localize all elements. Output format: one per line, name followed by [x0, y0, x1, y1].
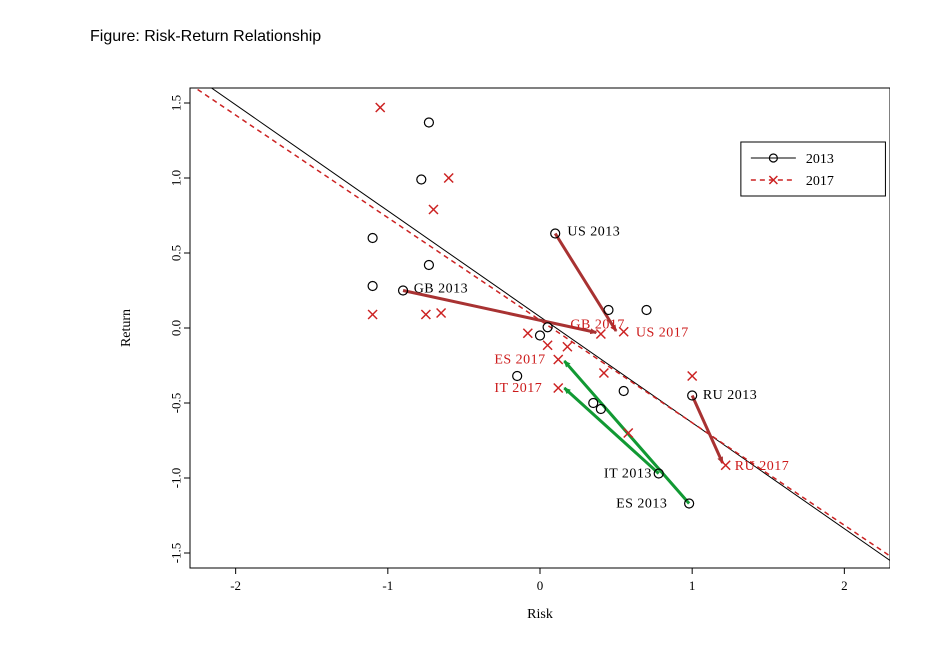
- ann-ru-2017: RU 2017: [735, 459, 789, 474]
- data-point-circle: [424, 118, 433, 127]
- data-point-circle: [536, 331, 545, 340]
- ann-gb-2013: GB 2013: [414, 281, 468, 296]
- y-tick-label: 0.5: [169, 245, 184, 261]
- x-tick-label: 1: [689, 578, 696, 593]
- figure-title: Figure: Risk-Return Relationship: [90, 28, 321, 46]
- data-point-circle: [424, 261, 433, 270]
- y-tick-label: -1.0: [169, 468, 184, 489]
- RU-arrow: [692, 396, 722, 464]
- svg-text:0.5: 0.5: [169, 245, 184, 261]
- y-tick-label: 0.0: [169, 320, 184, 336]
- data-point-circle: [604, 306, 613, 315]
- svg-text:Return: Return: [119, 309, 134, 347]
- y-tick-label: 1.0: [169, 170, 184, 186]
- ann-us-2013: US 2013: [567, 224, 620, 239]
- ann-it-2017: IT 2017: [494, 381, 542, 396]
- data-point-circle: [513, 372, 522, 381]
- svg-text:-1.0: -1.0: [169, 468, 184, 489]
- ann-gb-2017: GB 2017: [570, 317, 624, 332]
- x-axis-title: Risk: [527, 607, 553, 622]
- ann-es-2017: ES 2017: [494, 353, 545, 368]
- data-point-circle: [642, 306, 651, 315]
- svg-text:-0.5: -0.5: [169, 393, 184, 414]
- y-axis-title: Return: [119, 309, 134, 347]
- y-tick-label: 1.5: [169, 95, 184, 111]
- GB-arrow: [403, 291, 596, 333]
- data-point-circle: [417, 175, 426, 184]
- x-tick-label: 0: [537, 578, 544, 593]
- data-point-circle: [368, 282, 377, 291]
- US-arrow: [555, 234, 616, 332]
- data-point-circle: [589, 399, 598, 408]
- scatter-plot: -2 -1 0 1 2 -1.5 -1.0 -0.5 0.0 0.5 1.0 1.5 Risk Retur…: [70, 70, 890, 650]
- IT-arrow: [564, 388, 658, 474]
- y-tick-label: -0.5: [169, 393, 184, 414]
- legend-label: 2013: [806, 152, 834, 167]
- ann-ru-2013: RU 2013: [703, 388, 757, 403]
- legend-label: 2017: [806, 174, 834, 189]
- ann-es-2013: ES 2013: [616, 497, 667, 512]
- svg-text:1.5: 1.5: [169, 95, 184, 111]
- data-point-circle: [368, 234, 377, 243]
- x-tick-label: -2: [230, 578, 241, 593]
- svg-text:1.0: 1.0: [169, 170, 184, 186]
- ann-it-2013: IT 2013: [604, 467, 652, 482]
- data-point-circle: [596, 405, 605, 414]
- x-tick-label: -1: [382, 578, 393, 593]
- svg-text:-1.5: -1.5: [169, 543, 184, 564]
- data-point-circle: [619, 387, 628, 396]
- x-tick-label: 2: [841, 578, 848, 593]
- svg-text:0.0: 0.0: [169, 320, 184, 336]
- ann-us-2017: US 2017: [636, 326, 689, 341]
- y-tick-label: -1.5: [169, 543, 184, 564]
